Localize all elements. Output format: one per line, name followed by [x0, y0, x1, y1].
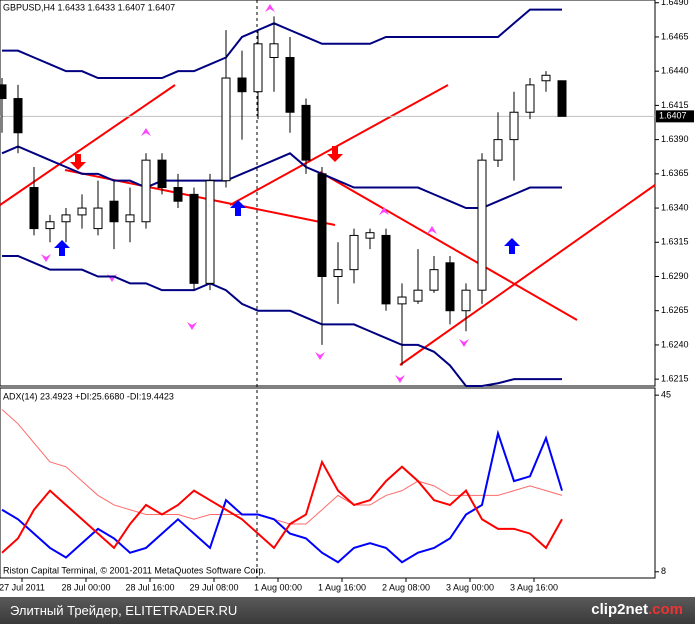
trend-line [319, 171, 578, 321]
y-tick-label: 1.6265 [661, 305, 689, 315]
candle-body [413, 289, 423, 302]
fractal-up [265, 4, 275, 12]
x-tick-label: 2 Aug 08:00 [382, 582, 430, 592]
candle-body [349, 234, 359, 271]
band-line [2, 254, 562, 387]
candle-body [0, 84, 7, 100]
y-tick-label: 1.6340 [661, 202, 689, 212]
candle-body [301, 104, 311, 161]
candle-body [509, 111, 519, 141]
current-price-box [656, 110, 694, 123]
y-tick-label: 1.6365 [661, 168, 689, 178]
candle-body [157, 159, 167, 189]
candle-body [445, 262, 455, 312]
y-tick-label: 1.6490 [661, 0, 689, 7]
band-line [1, 145, 562, 210]
buy-arrow [54, 240, 70, 256]
fractal-down [187, 322, 197, 330]
candle-body [205, 180, 215, 284]
logo: clip2net.com [591, 601, 683, 618]
trend-line [229, 84, 449, 206]
chart: GBPUSD,H4 1.6433 1.6433 1.6407 1.6407 AD… [0, 0, 694, 592]
buy-arrow [230, 200, 246, 216]
x-tick-label: 27 Jul 2011 [0, 582, 45, 592]
fractal-up [141, 128, 151, 136]
footer: Элитный Трейдер, ELITETRADER.RU clip2net… [0, 597, 695, 624]
fractal-down [315, 352, 325, 360]
x-tick-label: 3 Aug 00:00 [446, 582, 494, 592]
y-tick-label: 1.6290 [661, 271, 689, 281]
fractal-down [41, 254, 51, 262]
buy-arrow [504, 238, 520, 254]
y-tick-label: 45 [661, 390, 671, 400]
candle-body [269, 43, 279, 58]
adx-panel [0, 387, 656, 579]
candle-body [461, 289, 471, 312]
candle-body [237, 77, 247, 93]
candle-body [541, 74, 551, 82]
candle-body [285, 56, 295, 113]
candle-body [93, 207, 103, 230]
x-tick-label: 28 Jul 00:00 [61, 582, 110, 592]
candle-body [109, 200, 119, 223]
footer-text: Элитный Трейдер, ELITETRADER.RU [10, 603, 238, 618]
candle-body [13, 98, 23, 134]
fractal-down [459, 339, 469, 347]
y-tick-label: 1.6240 [661, 339, 689, 349]
sell-arrow [327, 146, 343, 162]
x-tick-label: 29 Jul 08:00 [189, 582, 238, 592]
band-line [2, 8, 562, 80]
signal-arrows [41, 4, 520, 383]
candle-body [493, 139, 503, 161]
y-tick-label: 1.6415 [661, 100, 689, 110]
indicator-title: ADX(14) 23.4923 +DI:25.6680 -DI:19.4423 [3, 391, 174, 401]
logo-text: clip2net [591, 601, 648, 618]
y-tick-label: 1.6390 [661, 134, 689, 144]
candle-body [429, 269, 439, 291]
y-tick-label: 1.6465 [661, 31, 689, 41]
indicator-line [1, 459, 563, 554]
candle-body [173, 187, 183, 202]
fractal-up [379, 207, 389, 215]
candle-body [477, 159, 487, 291]
candle-body [77, 207, 87, 216]
fractal-up [427, 226, 437, 234]
x-tick-label: 28 Jul 16:00 [125, 582, 174, 592]
trend-lines [0, 84, 656, 366]
candle-body [61, 214, 71, 223]
candle-body [189, 193, 199, 284]
sell-arrow [70, 154, 86, 170]
candle-body [381, 234, 391, 305]
candle-body [125, 214, 135, 223]
main-panel [0, 0, 656, 387]
candle-body [317, 173, 327, 277]
footnote: Riston Capital Terminal, © 2001-2011 Met… [3, 565, 266, 575]
current-price-label: 1.6407 [659, 111, 687, 121]
x-tick-label: 1 Aug 00:00 [254, 582, 302, 592]
chart-title: GBPUSD,H4 1.6433 1.6433 1.6407 1.6407 [3, 2, 175, 12]
y-tick-label: 1.6215 [661, 374, 689, 384]
fractal-down [395, 375, 405, 383]
candle-body [333, 269, 343, 277]
candle-body [29, 187, 39, 230]
trend-line [0, 84, 176, 206]
candle-body [221, 77, 231, 182]
candle-body [45, 221, 55, 230]
candle-body [365, 232, 375, 239]
candle-body [397, 296, 407, 305]
logo-suffix: .com [647, 601, 683, 618]
candle-body [557, 80, 567, 117]
y-tick-label: 1.6440 [661, 66, 689, 76]
candle-body [525, 84, 535, 113]
x-tick-label: 1 Aug 16:00 [318, 582, 366, 592]
y-tick-label: 8 [661, 566, 666, 576]
x-tick-label: 3 Aug 16:00 [510, 582, 558, 592]
candle-body [253, 43, 263, 93]
y-tick-label: 1.6315 [661, 237, 689, 247]
trend-line [399, 184, 656, 366]
candle-body [141, 159, 151, 223]
